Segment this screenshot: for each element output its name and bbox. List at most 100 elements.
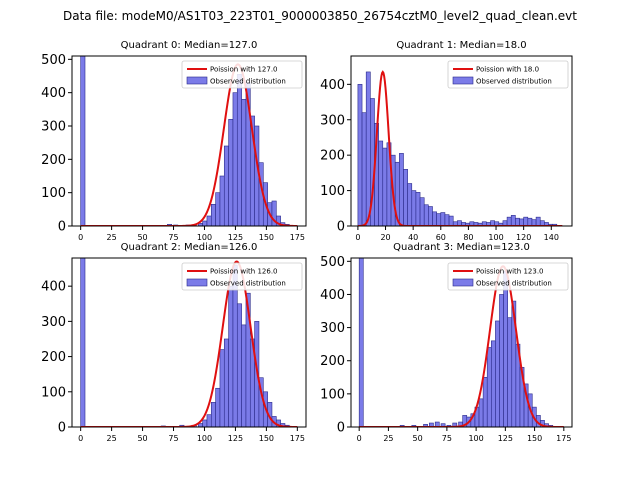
legend-bar-label: Observed distribution	[476, 280, 552, 288]
quadrant-0-bar-13	[228, 119, 234, 226]
quadrant-2-axes-frame	[71, 257, 307, 428]
quadrant-3-legend: Poission with 123.0 Observed distribution	[447, 262, 569, 291]
quadrant-2-chart: Quadrant 2: Median=126.0 0 100 200 300 400 0 25…	[41, 242, 307, 443]
quadrant-1-ytick-label: 400	[320, 78, 345, 93]
quadrant-3-bar-15	[482, 376, 488, 427]
quadrant-2-bar-8	[215, 387, 221, 427]
quadrant-3-poisson-line	[359, 265, 564, 427]
quadrant-0-chart: Quadrant 0: Median=127.00100200300400500…	[41, 40, 307, 242]
quadrant-1-bar-12	[407, 183, 413, 226]
quadrant-1-bar-1	[361, 112, 367, 226]
quadrant-1-bar-5	[378, 140, 384, 226]
quadrant-3-xtick-label: 25	[383, 434, 393, 443]
quadrant-0-bar-14	[232, 92, 238, 226]
quadrant-1-xtick-label: 140	[544, 233, 559, 242]
legend-line-label: Poission with 126.0	[210, 268, 278, 276]
quadrant-3-bar-20	[503, 270, 508, 427]
quadrant-3-xtick-label: 50	[413, 434, 423, 443]
quadrant-0-xtick-label: 75	[168, 233, 178, 242]
quadrant-1-legend: Poission with 18.0 Observed distribution	[447, 60, 569, 89]
quadrant-3-bar-3	[423, 424, 428, 427]
quadrant-2-xtick-label: 150	[259, 434, 274, 443]
quadrant-3-axes-frame	[350, 257, 573, 428]
quadrant-0-xtick-label: 25	[107, 233, 117, 242]
quadrant-3-xtick-label: 125	[498, 434, 513, 443]
quadrant-0-bar-10	[215, 192, 221, 226]
quadrant-3-ytick-label: 500	[320, 255, 345, 270]
quadrant-3-xtick-label: 75	[442, 434, 452, 443]
quadrant-0-bar-16	[241, 99, 247, 226]
quadrant-2-ytick-label: 200	[41, 350, 66, 365]
legend-bar-swatch	[186, 76, 208, 85]
quadrant-1-ytick-label: 100	[320, 184, 345, 199]
quadrant-3-ytick-label: 100	[320, 387, 345, 402]
quadrant-0-bar-15	[236, 74, 242, 226]
quadrant-0-bar-23	[271, 200, 277, 226]
quadrant-0-xtick-label: 150	[259, 233, 274, 242]
legend-line-label: Poission with 127.0	[210, 66, 278, 74]
quadrant-3-xtick-label: 100	[468, 434, 483, 443]
quadrant-1-xtick-label: 60	[436, 233, 446, 242]
quadrant-3-bar-18	[495, 320, 500, 427]
quadrant-0-xtick-label: 100	[197, 233, 212, 242]
quadrant-1-bar-19	[436, 213, 442, 226]
legend-bar-swatch	[452, 278, 474, 287]
legend-box	[181, 60, 303, 89]
quadrant-1-bar-13	[411, 190, 417, 226]
quadrant-3-ytick-label: 0	[337, 421, 345, 436]
legend-bar-swatch	[186, 278, 208, 287]
quadrant-2-bar-10	[223, 338, 229, 427]
quadrant-1-bar-0	[357, 84, 363, 226]
quadrant-2-ytick-label: 0	[58, 421, 66, 436]
quadrant-1-xtick-label: 100	[488, 233, 503, 242]
quadrant-1-bar-16	[423, 204, 429, 226]
quadrant-2-title: Quadrant 2: Median=126.0	[121, 242, 258, 253]
quadrant-0-bar-24	[275, 215, 281, 226]
quadrant-2-bar-6	[206, 414, 212, 427]
quadrant-3-bar-6	[440, 423, 446, 427]
quadrant-1-bar-21	[444, 214, 450, 226]
quadrant-1-bar-11	[403, 169, 408, 226]
quadrant-1-xtick-label: 120	[516, 233, 531, 242]
quadrant-3-bar-5	[434, 421, 440, 427]
quadrant-3-bar-19	[499, 294, 504, 427]
quadrant-2-ytick-label: 400	[41, 280, 66, 295]
legend-box	[181, 262, 303, 291]
quadrant-0-ytick-label: 100	[41, 186, 66, 201]
quadrant-3-xtick-label: 175	[556, 434, 571, 443]
quadrant-1-bar-14	[415, 192, 421, 226]
quadrant-3-bar-14	[478, 398, 484, 427]
quadrant-0-poisson-line	[80, 63, 298, 226]
quadrant-3-ytick-label: 400	[320, 288, 345, 303]
quadrant-0-title: Quadrant 0: Median=127.0	[121, 40, 258, 51]
legend-line-label: Poission with 123.0	[476, 268, 544, 276]
quadrant-2-bar-11	[228, 285, 234, 427]
quadrant-2-xtick-label: 125	[228, 434, 243, 443]
legend-bar-label: Observed distribution	[210, 280, 286, 288]
quadrant-1-bar-38	[515, 217, 520, 226]
quadrant-1-bar-43	[535, 216, 541, 226]
quadrant-1-bar-40	[523, 216, 529, 226]
quadrant-2-ytick-label: 100	[41, 385, 66, 400]
quadrant-panels: Quadrant 0: Median=127.00100200300400500…	[41, 40, 573, 443]
quadrant-0-bar-8	[206, 215, 212, 226]
quadrant-3-bar-16	[486, 347, 492, 427]
quadrant-1-xtick-label: 80	[463, 233, 473, 242]
quadrant-0-ytick-label: 200	[41, 153, 66, 168]
quadrant-1-bar-6	[382, 147, 388, 226]
quadrant-1-ytick-label: 300	[320, 113, 345, 128]
quadrant-2-ytick-label: 300	[41, 315, 66, 330]
quadrant-3-xtick-label: 150	[527, 434, 542, 443]
quadrant-3-ytick-label: 200	[320, 354, 345, 369]
quadrant-2-bar-9	[219, 349, 225, 427]
quadrant-0-bar-0	[80, 56, 86, 226]
quadrant-0-xtick-label: 125	[228, 233, 243, 242]
quadrant-0-ytick-label: 0	[58, 220, 66, 235]
quadrant-1-ytick-label: 200	[320, 149, 345, 164]
quadrant-0-xtick-label: 0	[78, 233, 83, 242]
quadrant-3-title: Quadrant 3: Median=123.0	[393, 242, 530, 253]
quadrant-1-xtick-label: 0	[355, 233, 360, 242]
quadrant-0-bar-12	[223, 145, 229, 226]
quadrant-2-xtick-label: 0	[78, 434, 83, 443]
quadrant-3-xtick-label: 0	[357, 434, 362, 443]
